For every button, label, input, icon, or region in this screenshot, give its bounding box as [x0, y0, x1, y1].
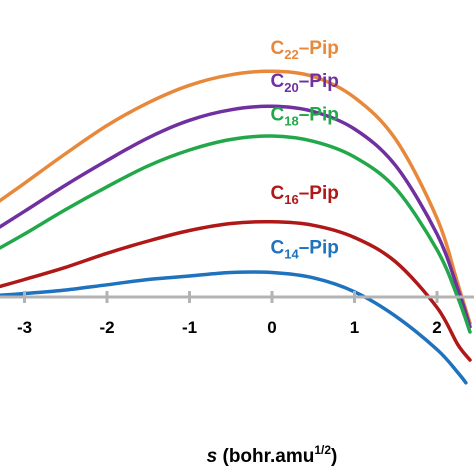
x-tick-label: 2	[432, 318, 441, 337]
series-label-subscript: 18	[284, 113, 298, 128]
series-line-18	[0, 134, 472, 334]
x-tick-label: 0	[267, 318, 276, 337]
series-label-base: C	[271, 38, 285, 59]
series-line-22	[0, 69, 472, 326]
x-tick-label: -3	[17, 318, 32, 337]
series-line-14	[0, 270, 468, 385]
series-label-base: C	[271, 183, 285, 204]
series-label-base: C	[271, 71, 285, 92]
series-label-base: C	[271, 237, 285, 258]
series-label-tail: –Pip	[299, 237, 339, 258]
x-axis-ticks: -3 -2 -1 0 1 2	[17, 291, 442, 337]
series-label-subscript: 20	[284, 80, 298, 95]
x-axis-unit-text: (bohr.amu	[217, 446, 314, 467]
x-axis-unit-close: )	[331, 446, 337, 467]
x-tick-label: -2	[99, 318, 114, 337]
series-label-tail: –Pip	[299, 38, 339, 59]
series-label-18: C18–Pip	[271, 104, 339, 128]
series-line-16	[0, 219, 472, 362]
series-label-subscript: 22	[284, 47, 298, 62]
series-label-tail: –Pip	[299, 183, 339, 204]
series-layer	[0, 69, 472, 385]
series-label-14: C14–Pip	[271, 237, 339, 261]
series-line-20	[0, 104, 472, 329]
series-label-16: C16–Pip	[271, 183, 339, 207]
series-label-tail: –Pip	[299, 71, 339, 92]
x-axis-symbol: s	[207, 446, 218, 467]
series-label-tail: –Pip	[299, 104, 339, 125]
series-label-20: C20–Pip	[271, 71, 339, 95]
x-tick-label: -1	[182, 318, 197, 337]
x-tick-label: 1	[350, 318, 359, 337]
series-label-base: C	[271, 104, 285, 125]
series-label-subscript: 14	[284, 246, 299, 261]
x-axis-unit-superscript: 1/2	[314, 443, 331, 457]
series-label-subscript: 16	[284, 192, 298, 207]
x-axis-title: s (bohr.amu1/2)	[207, 443, 338, 467]
series-label-22: C22–Pip	[271, 38, 339, 62]
